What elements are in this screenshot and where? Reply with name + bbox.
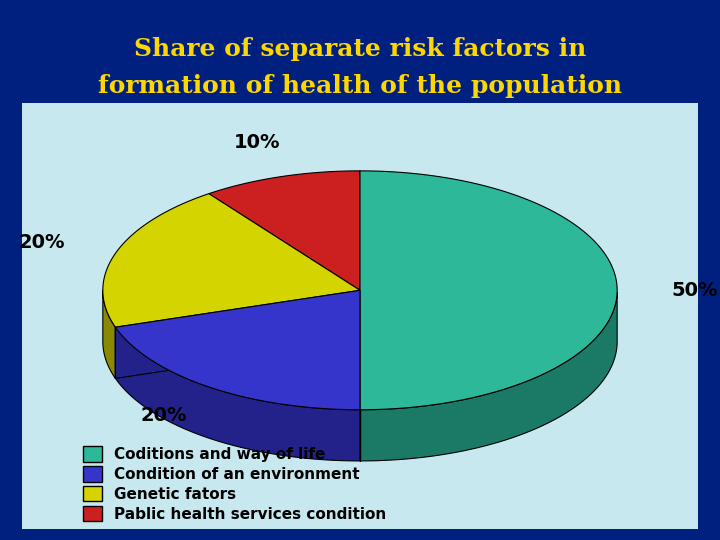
- Text: 20%: 20%: [140, 407, 186, 426]
- Polygon shape: [115, 291, 360, 379]
- Text: Share of separate risk factors in: Share of separate risk factors in: [134, 37, 586, 60]
- Text: 20%: 20%: [19, 233, 66, 252]
- Polygon shape: [209, 171, 360, 291]
- Polygon shape: [360, 292, 617, 461]
- Polygon shape: [103, 290, 115, 379]
- Polygon shape: [115, 327, 360, 461]
- Text: formation of health of the population: formation of health of the population: [98, 75, 622, 98]
- Polygon shape: [360, 171, 617, 410]
- Polygon shape: [115, 291, 360, 410]
- Polygon shape: [115, 291, 360, 379]
- Text: 50%: 50%: [671, 281, 718, 300]
- Legend: Coditions and way of life, Condition of an environment, Genetic fators, Pablic h: Coditions and way of life, Condition of …: [84, 446, 386, 522]
- Polygon shape: [103, 194, 360, 327]
- Text: 10%: 10%: [233, 133, 280, 152]
